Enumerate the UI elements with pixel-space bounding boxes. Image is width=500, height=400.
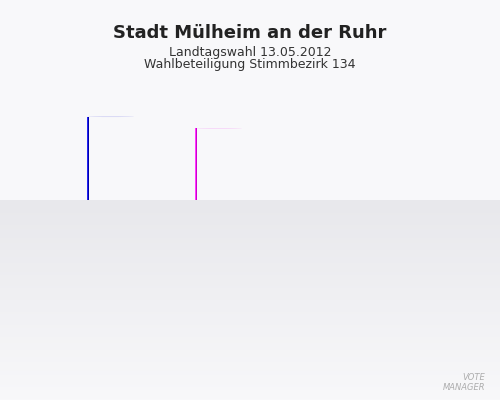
Bar [196, 128, 197, 350]
Bar [196, 128, 197, 350]
Bar [88, 117, 89, 350]
Text: 50,05 %: 50,05 % [82, 357, 139, 371]
Bar [196, 128, 197, 350]
Bar [88, 117, 89, 350]
Bar [196, 128, 197, 350]
Bar [196, 128, 197, 350]
Bar [196, 128, 197, 350]
Bar [196, 128, 197, 350]
Bar [88, 117, 89, 350]
Bar [88, 117, 89, 350]
Bar [88, 117, 89, 350]
Bar [88, 117, 89, 350]
Bar [196, 128, 197, 350]
Bar [88, 117, 89, 350]
Bar [196, 128, 197, 350]
Bar [196, 128, 197, 350]
Text: Landtagswahl 13.05.2012: Landtagswahl 13.05.2012 [169, 46, 331, 59]
Bar [88, 117, 89, 350]
Bar [196, 128, 197, 350]
Bar [88, 117, 90, 350]
Bar [88, 117, 89, 350]
Bar [88, 117, 89, 350]
Bar [88, 117, 90, 350]
Bar [88, 117, 89, 350]
Bar [76, 350, 278, 355]
Bar [88, 117, 89, 350]
Bar [88, 117, 89, 350]
Bar [88, 117, 89, 350]
Bar [88, 117, 89, 350]
Bar [196, 128, 198, 350]
Bar [196, 128, 198, 350]
Bar [88, 117, 89, 350]
Bar [88, 117, 89, 350]
Bar [196, 128, 197, 350]
Bar [196, 128, 197, 350]
Bar [196, 128, 197, 350]
Bar [88, 117, 89, 350]
Bar [88, 117, 89, 350]
Bar [88, 117, 89, 350]
Bar [196, 128, 197, 350]
Bar [196, 128, 197, 350]
Bar [88, 117, 89, 350]
Bar [88, 117, 89, 350]
Bar [196, 128, 198, 350]
Bar [196, 128, 197, 350]
Bar [196, 128, 197, 350]
Bar [196, 128, 197, 350]
Bar [196, 128, 197, 350]
Bar [196, 128, 197, 350]
Bar [196, 128, 197, 350]
Bar [88, 117, 89, 350]
Bar [196, 128, 198, 350]
Bar [196, 128, 198, 350]
Bar [196, 128, 197, 350]
Bar [196, 128, 197, 350]
Bar [88, 117, 89, 350]
Bar [196, 128, 197, 350]
Bar [88, 117, 89, 350]
Bar [196, 128, 197, 350]
Bar [88, 117, 89, 350]
Bar [88, 117, 89, 350]
Bar [88, 117, 89, 350]
Bar [88, 117, 89, 350]
Bar [88, 117, 89, 350]
Bar [196, 128, 197, 350]
Text: VOTE
MANAGER: VOTE MANAGER [442, 373, 485, 392]
Bar [196, 128, 197, 350]
Bar [196, 128, 197, 350]
Bar [88, 117, 89, 350]
Bar [196, 128, 197, 350]
Bar [88, 117, 90, 350]
Bar [88, 117, 90, 350]
Bar [196, 128, 197, 350]
Bar [196, 128, 197, 350]
Bar [196, 128, 197, 350]
Bar [88, 117, 89, 350]
Text: Stadt Mülheim an der Ruhr: Stadt Mülheim an der Ruhr [114, 24, 386, 42]
Bar [196, 128, 197, 350]
Bar [88, 117, 89, 350]
Bar [88, 117, 89, 350]
Bar [196, 128, 197, 350]
Bar [196, 128, 197, 350]
Bar [196, 128, 198, 350]
Text: 47,63 %: 47,63 % [190, 357, 248, 371]
Bar [88, 117, 90, 350]
Bar [88, 117, 89, 350]
Bar [88, 117, 89, 350]
Legend: Landtagswahl 2012, Landtagswahl 2010: Landtagswahl 2012, Landtagswahl 2010 [224, 228, 364, 266]
Bar [88, 117, 89, 350]
Text: Wahlbeteiligung Stimmbezirk 134: Wahlbeteiligung Stimmbezirk 134 [144, 58, 356, 71]
Bar [88, 117, 90, 350]
Bar [88, 117, 89, 350]
Bar [196, 128, 197, 350]
Bar [196, 128, 197, 350]
Polygon shape [134, 210, 268, 350]
